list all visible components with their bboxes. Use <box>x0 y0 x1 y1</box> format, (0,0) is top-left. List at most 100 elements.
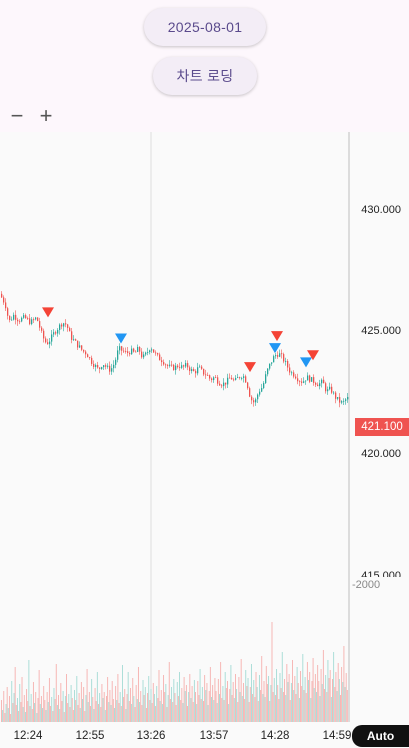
volume-bar <box>180 700 182 722</box>
volume-bar <box>116 700 118 722</box>
volume-bar <box>83 687 85 722</box>
date-picker-button[interactable]: 2025-08-01 <box>144 8 266 46</box>
volume-bar <box>111 681 113 722</box>
volume-bar <box>96 672 98 722</box>
volume-bar <box>4 713 6 722</box>
candle <box>5 302 7 309</box>
candle <box>291 372 293 374</box>
candle <box>157 353 159 355</box>
candle <box>237 377 239 379</box>
candle <box>45 338 47 343</box>
volume-bar <box>44 700 46 722</box>
candle <box>299 381 301 383</box>
volume-bar <box>332 679 333 722</box>
candle <box>127 351 129 354</box>
volume-bar <box>62 691 64 722</box>
load-chart-button[interactable]: 차트 로딩 <box>153 57 257 95</box>
candle <box>249 388 251 397</box>
candle <box>347 397 349 400</box>
volume-bar <box>308 680 309 722</box>
volume-bar <box>107 677 109 722</box>
candle <box>287 361 289 368</box>
volume-bar <box>224 672 226 722</box>
sell-marker <box>307 350 319 361</box>
volume-bar <box>329 670 331 722</box>
candle <box>161 360 163 363</box>
volume-bar <box>86 669 88 722</box>
volume-bar <box>296 667 298 722</box>
volume-bar <box>137 667 139 722</box>
volume-bar <box>188 692 190 722</box>
zoom-in-icon[interactable]: + <box>39 103 53 128</box>
volume-bar <box>46 692 48 722</box>
volume-bar <box>101 684 103 722</box>
volume-bar <box>6 687 8 722</box>
candle <box>73 339 75 341</box>
candle <box>163 362 165 365</box>
volume-bar <box>229 689 231 722</box>
candle <box>39 321 41 328</box>
buy-marker <box>269 343 281 354</box>
volume-bar <box>53 688 55 722</box>
volume-bar <box>52 711 54 722</box>
volume-bar <box>303 690 305 722</box>
volume-bar <box>104 710 106 722</box>
candle <box>53 332 55 335</box>
volume-bar <box>38 670 40 722</box>
volume-bar <box>261 656 263 722</box>
candle <box>75 339 77 341</box>
date-button-label: 2025-08-01 <box>167 19 243 35</box>
volume-bar <box>238 677 240 722</box>
candle <box>11 319 13 321</box>
volume-bar <box>189 674 191 722</box>
volume-bar <box>300 671 302 722</box>
volume-bar <box>71 698 73 722</box>
candle <box>203 368 205 375</box>
candle <box>183 365 185 367</box>
candle <box>29 318 31 325</box>
volume-bar <box>227 681 228 722</box>
candle <box>257 394 259 400</box>
candle <box>97 364 99 368</box>
volume-bar <box>22 707 24 722</box>
candle <box>19 321 21 323</box>
candle <box>187 363 189 368</box>
volume-bar <box>340 695 341 722</box>
volume-bar <box>244 699 246 722</box>
volume-bar <box>328 678 330 722</box>
candle <box>195 371 197 374</box>
candle <box>179 367 181 368</box>
volume-bar <box>58 695 60 722</box>
volume-bar <box>19 684 21 722</box>
volume-bar <box>12 703 14 722</box>
volume-bar <box>281 652 283 722</box>
volume-bar <box>167 695 169 722</box>
candle <box>211 378 213 381</box>
volume-bar <box>63 712 65 722</box>
candle <box>27 318 29 319</box>
volume-bar <box>147 693 149 722</box>
candle <box>259 391 261 395</box>
volume-bar <box>214 678 216 722</box>
volume-bar <box>343 646 345 722</box>
volume-bar <box>127 672 129 722</box>
volume-bar <box>222 686 224 722</box>
auto-scale-button[interactable]: Auto <box>352 725 409 747</box>
chart-canvas[interactable] <box>0 132 409 748</box>
candle <box>231 377 233 380</box>
price-chart[interactable]: 430.000 425.000 420.000 415.000 421.100 … <box>0 132 409 748</box>
volume-bar <box>223 700 225 722</box>
volume-bar <box>29 706 31 722</box>
candle <box>253 400 255 403</box>
volume-bar <box>306 662 308 722</box>
volume-bar <box>344 687 346 722</box>
x-tick-label: 14:59 <box>322 730 352 742</box>
candle <box>213 377 215 381</box>
volume-bar <box>278 699 280 722</box>
volume-bar <box>143 695 145 722</box>
candle <box>295 376 297 379</box>
zoom-out-icon[interactable]: − <box>10 103 24 128</box>
volume-bar <box>92 697 94 722</box>
volume-bar <box>187 706 188 722</box>
volume-bar <box>302 654 304 722</box>
